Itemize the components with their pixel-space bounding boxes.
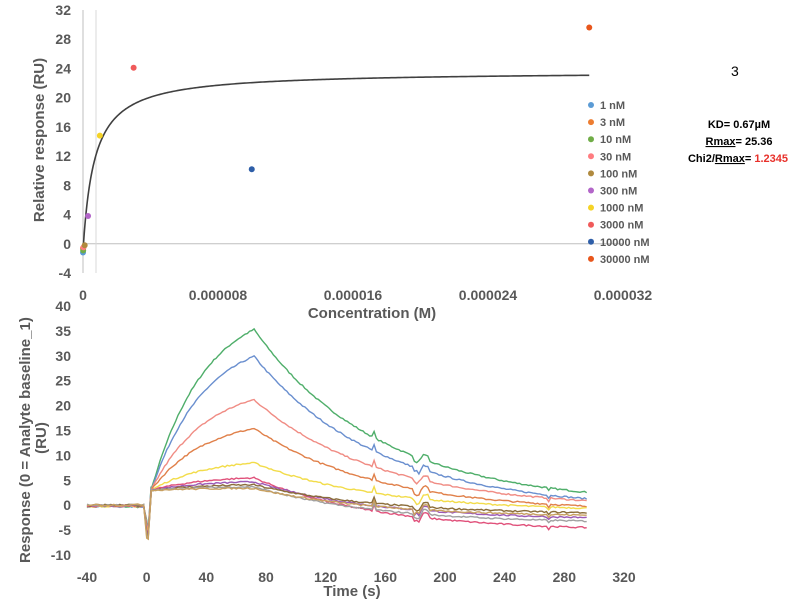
legend-entry-label: 3000 nM: [600, 220, 643, 232]
bottom-y-tick-label: 40: [55, 298, 71, 314]
sensorgram-trace: [86, 398, 587, 533]
legend-marker: [588, 153, 594, 160]
bottom-x-tick-label: 160: [374, 569, 398, 585]
legend-marker: [588, 187, 594, 194]
data-point: [586, 24, 593, 31]
top-x-tick-label: 0.000024: [459, 287, 518, 303]
legend-entry-label: 3 nM: [600, 117, 625, 129]
bottom-x-tick-label: 0: [143, 569, 151, 585]
panel-number: 3: [731, 63, 739, 79]
top-y-tick-label: 12: [55, 148, 71, 164]
top-y-tick-label: 20: [55, 90, 71, 106]
bottom-x-tick-label: 120: [314, 569, 338, 585]
bottom-y-tick-label: 15: [55, 423, 71, 439]
binding-affinity-chart: -4 0 4 8 12 16 20 24 28 32 0 0.000008 0.000016 0.0000…: [31, 2, 652, 322]
bottom-y-tick-label: 30: [55, 348, 71, 364]
top-y-tick-label: 16: [55, 119, 71, 135]
sensorgram-chart: -10 -5 0 5 10 15 20 25 30 35 40 -40 0 40 80 120 160 200 24…: [17, 298, 636, 600]
bottom-x-tick-label: 320: [612, 569, 636, 585]
sensorgram-trace: [86, 476, 587, 536]
bottom-x-tick-label: 200: [433, 569, 457, 585]
top-y-tick-label: 28: [55, 31, 71, 47]
chi2-value: Chi2/Rmax= 1.2345: [688, 153, 788, 165]
bottom-y-tick-label: 35: [55, 323, 71, 339]
chi2-prefix: Chi2/: [688, 153, 715, 165]
bottom-y-tick-label: 5: [63, 472, 71, 488]
sensorgram-trace: [86, 485, 587, 541]
bottom-chart-marks: -10 -5 0 5 10 15 20 25 30 35 40 -40 0 40 80 120 160 200 24…: [51, 298, 636, 585]
legend-marker: [588, 136, 594, 143]
legend-entry-label: 30000 nM: [600, 254, 650, 266]
top-y-tick-label: 24: [55, 60, 71, 76]
chi2-equals: =: [745, 153, 754, 165]
rmax-label: Rmax: [706, 136, 737, 148]
bottom-y-tick-label: 0: [63, 497, 71, 513]
data-point: [248, 166, 255, 173]
top-x-tick-label: 0: [79, 287, 87, 303]
kd-value: KD= 0.67µM: [708, 119, 770, 131]
legend-entry-label: 10 nM: [600, 134, 631, 146]
legend-entry-label: 1 nM: [600, 100, 625, 112]
legend-entry-label: 30 nM: [600, 151, 631, 163]
rmax-number: = 25.36: [735, 136, 772, 148]
top-y-tick-label: 32: [55, 2, 71, 18]
data-point: [96, 132, 103, 139]
legend-entry-label: 1000 nM: [600, 203, 643, 215]
legend-entry-label: 300 nM: [600, 186, 637, 198]
sensorgram-trace: [86, 355, 588, 532]
legend-marker: [588, 102, 594, 108]
legend-marker: [588, 255, 594, 262]
top-y-tick-label: 0: [63, 236, 71, 252]
sensorgram-trace: [86, 327, 588, 531]
top-y-tick-label: 8: [63, 177, 71, 193]
bottom-x-tick-label: 80: [258, 569, 274, 585]
chi2-rmax-label: Rmax: [715, 153, 746, 165]
bottom-y-tick-label: 10: [55, 447, 71, 463]
bottom-y-tick-label: 20: [55, 398, 71, 414]
data-point: [130, 64, 137, 71]
sensorgram-trace: [87, 461, 587, 535]
legend-marker: [588, 204, 594, 211]
top-x-axis-title: Concentration (M): [308, 305, 436, 322]
sensorgram-trace: [86, 483, 587, 540]
bottom-y-axis-title: Response (0 = Analyte baseline_1) (RU): [17, 313, 50, 563]
top-y-tick-label: 4: [63, 207, 71, 223]
bottom-y-tick-label: -10: [51, 547, 71, 563]
bottom-x-tick-label: -40: [77, 569, 97, 585]
legend-marker: [588, 170, 594, 177]
bottom-y-tick-label: -5: [59, 522, 72, 538]
sensorgram-trace: [86, 427, 587, 534]
bottom-x-tick-label: 280: [553, 569, 577, 585]
legend-marker: [588, 119, 594, 126]
sensorgram-trace: [86, 480, 587, 537]
bottom-y-tick-label: 25: [55, 373, 71, 389]
legend-entry-label: 100 nM: [600, 168, 637, 180]
top-chart-marks: -4 0 4 8 12 16 20 24 28 32 0 0.000008 0.000016 0.0000…: [55, 2, 652, 303]
top-x-tick-label: 0.000032: [594, 287, 653, 303]
bottom-x-axis-title: Time (s): [323, 583, 380, 600]
top-y-axis-title: Relative response (RU): [31, 58, 48, 222]
data-point: [81, 242, 88, 249]
legend-marker: [588, 238, 594, 245]
sensorgram-trace: [86, 486, 587, 541]
top-x-tick-label: 0.000008: [189, 287, 248, 303]
bottom-y-axis-title-line2: (RU): [33, 422, 50, 454]
legend-marker: [588, 221, 594, 228]
legend: 1 nM 3 nM 10 nM 30 nM 100 nM 300 nM 1000 nM 300…: [588, 100, 650, 266]
bottom-x-tick-label: 240: [493, 569, 517, 585]
chi2-number: 1.2345: [754, 153, 788, 165]
top-x-tick-label: 0.000016: [324, 287, 383, 303]
data-point: [85, 213, 92, 220]
rmax-value: Rmax= 25.36: [706, 136, 773, 148]
fit-curve: [82, 74, 590, 252]
top-y-tick-label: -4: [59, 265, 72, 281]
bottom-y-axis-title-line1: Response (0 = Analyte baseline_1): [17, 317, 34, 563]
legend-entry-label: 10000 nM: [600, 237, 650, 249]
bottom-x-tick-label: 40: [199, 569, 215, 585]
